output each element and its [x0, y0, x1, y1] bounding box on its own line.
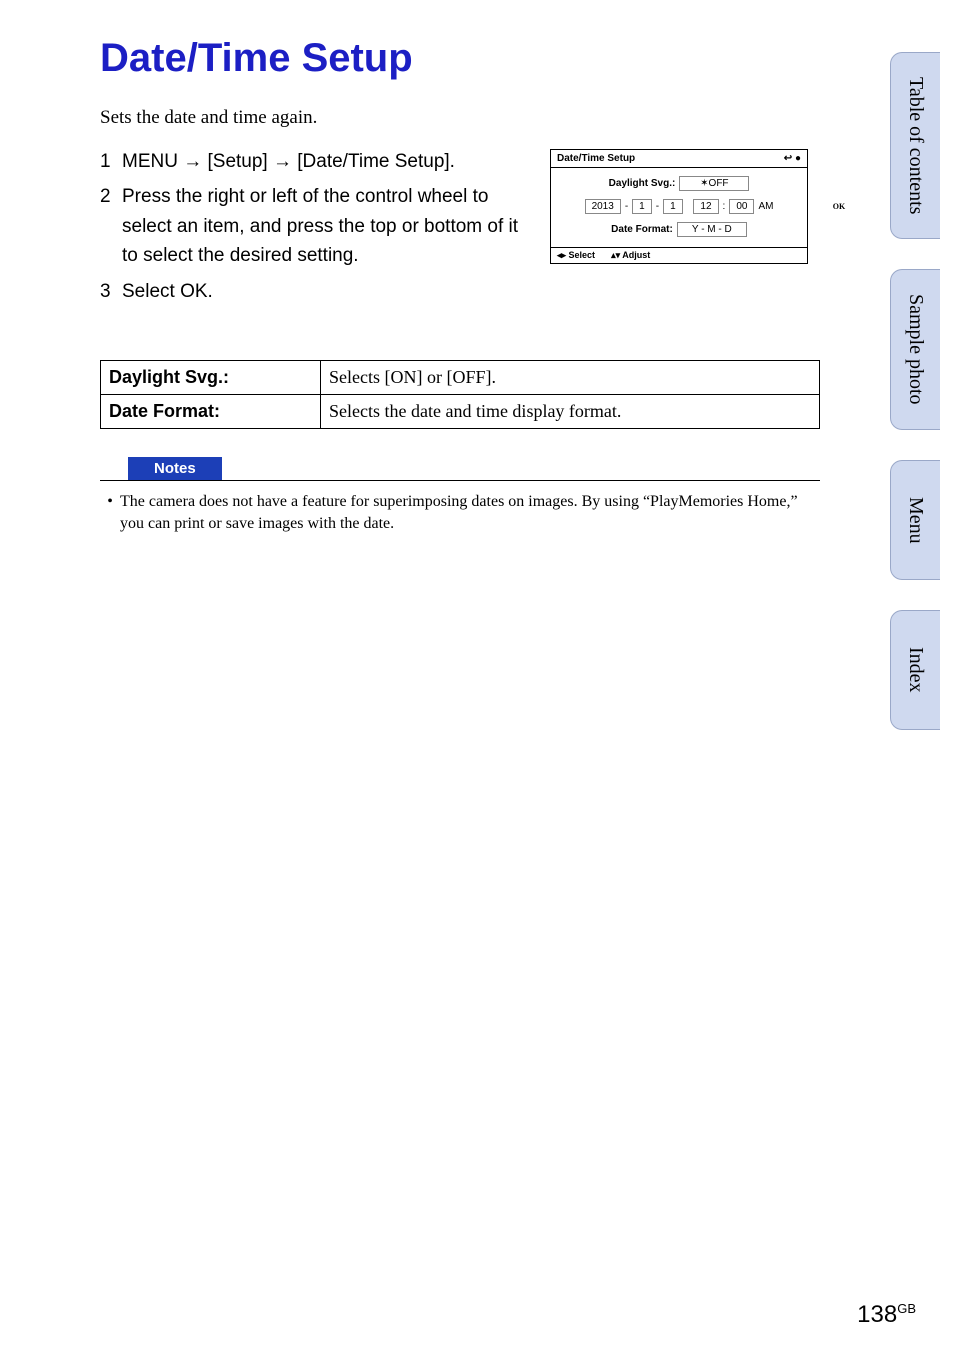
camera-screen-body: Daylight Svg.: ✶OFF 2013- 1- 1 12: 00 AM… [551, 168, 807, 247]
notes-item: • The camera does not have a feature for… [100, 491, 820, 534]
option-desc: Selects [ON] or [OFF]. [321, 361, 820, 395]
page-number: 138GB [857, 1301, 916, 1329]
option-desc: Selects the date and time display format… [321, 395, 820, 429]
dash-icon: - [625, 201, 628, 212]
tab-table-of-contents[interactable]: Table of contents [890, 52, 940, 239]
camera-screen: Date/Time Setup ↩ ● Daylight Svg.: ✶OFF … [550, 149, 808, 264]
camera-screen-header: Date/Time Setup ↩ ● [551, 150, 807, 168]
step-number: 3 [100, 277, 122, 306]
day-box: 1 [663, 199, 683, 214]
camera-screen-title: Date/Time Setup [557, 153, 635, 164]
steps-row: 1 MENU → [Setup] → [Date/Time Setup]. 2 … [100, 147, 830, 312]
minute-box: 00 [729, 199, 754, 214]
daylight-label: Daylight Svg.: [609, 178, 676, 189]
footer-select: ◂▸ Select [557, 250, 595, 261]
notes-heading: Notes [128, 457, 222, 480]
dash-icon: - [656, 201, 659, 212]
tab-menu[interactable]: Menu [890, 460, 940, 580]
notes-text: The camera does not have a feature for s… [120, 491, 820, 534]
notes-list: • The camera does not have a feature for… [100, 491, 820, 534]
table-row: Date Format: Selects the date and time d… [101, 395, 820, 429]
intro-text: Sets the date and time again. [100, 107, 830, 129]
step-text: MENU → [Setup] → [Date/Time Setup]. [122, 147, 530, 176]
hour-box: 12 [693, 199, 718, 214]
step-number: 2 [100, 182, 122, 270]
footer-adjust: ▴▾ Adjust [611, 250, 650, 261]
dateformat-value-box: Y - M - D [677, 222, 747, 237]
step-item: 1 MENU → [Setup] → [Date/Time Setup]. [100, 147, 530, 176]
step-number: 1 [100, 147, 122, 176]
options-table: Daylight Svg.: Selects [ON] or [OFF]. Da… [100, 360, 820, 429]
page-number-suffix: GB [897, 1301, 916, 1316]
ampm-label: AM [758, 201, 773, 212]
page-title: Date/Time Setup [100, 36, 830, 81]
camera-screen-footer: ◂▸ Select ▴▾ Adjust [551, 247, 807, 263]
page-body: Date/Time Setup Sets the date and time a… [0, 0, 830, 534]
ok-indicator: OK [830, 197, 848, 215]
notes-section: Notes • The camera does not have a featu… [100, 457, 820, 534]
option-label: Date Format: [101, 395, 321, 429]
dateformat-label: Date Format: [611, 224, 673, 235]
side-tabs: Table of contents Sample photo Menu Inde… [890, 52, 940, 730]
notes-heading-row: Notes [100, 457, 820, 481]
bullet-icon: • [100, 491, 120, 534]
colon-icon: : [723, 201, 726, 212]
date-row: 2013- 1- 1 12: 00 AM [561, 199, 797, 214]
daylight-row: Daylight Svg.: ✶OFF [561, 176, 797, 191]
steps-list: 1 MENU → [Setup] → [Date/Time Setup]. 2 … [100, 147, 530, 312]
step-item: 2 Press the right or left of the control… [100, 182, 530, 270]
back-icon: ↩ ● [784, 153, 801, 164]
step-item: 3 Select OK. [100, 277, 530, 306]
step-text: Press the right or left of the control w… [122, 182, 530, 270]
month-box: 1 [632, 199, 652, 214]
camera-screen-illustration: Date/Time Setup ↩ ● Daylight Svg.: ✶OFF … [550, 147, 830, 312]
daylight-value-box: ✶OFF [679, 176, 749, 191]
step-text: Select OK. [122, 277, 530, 306]
tab-index[interactable]: Index [890, 610, 940, 730]
table-row: Daylight Svg.: Selects [ON] or [OFF]. [101, 361, 820, 395]
dateformat-row: Date Format: Y - M - D [561, 222, 797, 237]
option-label: Daylight Svg.: [101, 361, 321, 395]
tab-sample-photo[interactable]: Sample photo [890, 269, 940, 430]
year-box: 2013 [585, 199, 621, 214]
page-number-value: 138 [857, 1301, 897, 1328]
